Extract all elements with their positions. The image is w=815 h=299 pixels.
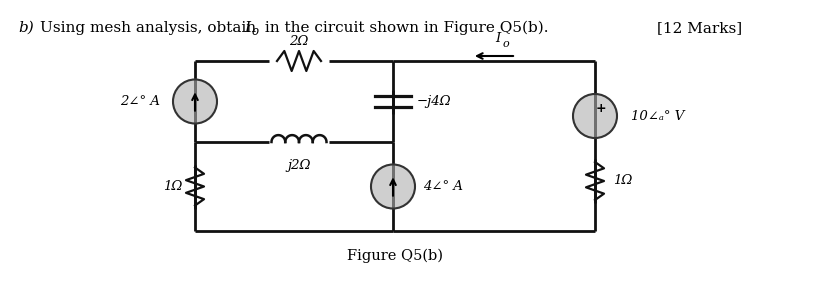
Text: I: I — [244, 21, 250, 35]
Text: in the circuit shown in Figure Q5(b).: in the circuit shown in Figure Q5(b). — [260, 21, 548, 35]
Text: 1Ω: 1Ω — [613, 175, 632, 187]
Text: 2∠° A: 2∠° A — [120, 95, 160, 108]
Text: 2Ω: 2Ω — [289, 35, 309, 48]
Text: 4∠° A: 4∠° A — [423, 180, 463, 193]
Circle shape — [573, 94, 617, 138]
Circle shape — [173, 80, 217, 123]
Text: b): b) — [18, 21, 33, 35]
Text: Using mesh analysis, obtain: Using mesh analysis, obtain — [40, 21, 261, 35]
Text: 1Ω: 1Ω — [163, 180, 183, 193]
Text: j2Ω: j2Ω — [287, 159, 311, 172]
Text: 10∠ₐ° V: 10∠ₐ° V — [631, 109, 685, 123]
Text: [12 Marks]: [12 Marks] — [657, 21, 742, 35]
Text: o: o — [503, 39, 509, 49]
Circle shape — [371, 164, 415, 208]
Text: Figure Q5(b): Figure Q5(b) — [347, 249, 443, 263]
Text: o: o — [252, 25, 259, 38]
Text: −j4Ω: −j4Ω — [417, 95, 452, 108]
Text: I: I — [496, 32, 500, 45]
Text: +: + — [596, 101, 606, 115]
